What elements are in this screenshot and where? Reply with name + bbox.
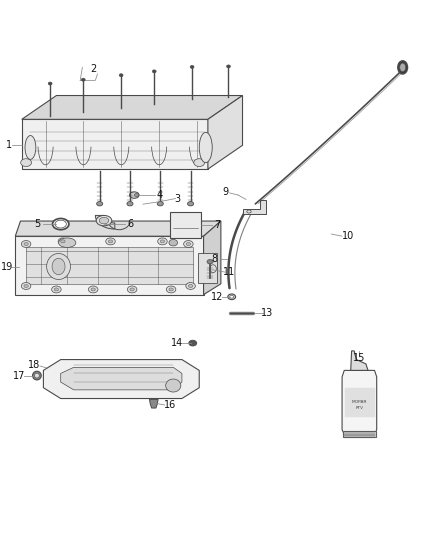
Ellipse shape [190,66,194,68]
Bar [343,431,376,438]
Text: 10: 10 [342,231,354,241]
Text: 2: 2 [90,64,96,74]
Bar [343,431,376,438]
Ellipse shape [166,379,181,392]
Ellipse shape [25,135,36,159]
Text: 13: 13 [261,308,273,318]
Text: 8: 8 [211,254,217,264]
Text: 19: 19 [1,262,14,271]
Ellipse shape [184,240,193,247]
Ellipse shape [130,288,134,291]
Text: 17: 17 [13,370,25,381]
Text: 15: 15 [353,353,366,364]
FancyBboxPatch shape [198,253,217,282]
Ellipse shape [24,243,28,246]
Ellipse shape [226,65,230,68]
Ellipse shape [399,63,406,72]
Ellipse shape [188,285,193,287]
Ellipse shape [55,220,66,228]
Polygon shape [26,247,193,284]
Ellipse shape [134,193,139,197]
Bar [345,387,374,416]
Polygon shape [22,119,208,169]
Ellipse shape [199,132,212,163]
Text: 16: 16 [164,400,176,410]
Polygon shape [204,221,221,295]
Ellipse shape [166,286,176,293]
Ellipse shape [48,82,52,85]
Ellipse shape [187,201,194,206]
Polygon shape [342,370,377,438]
Ellipse shape [99,217,109,224]
Text: 18: 18 [28,360,40,370]
Ellipse shape [398,61,407,74]
Ellipse shape [189,340,197,346]
Text: 9: 9 [222,187,228,197]
Polygon shape [149,399,158,408]
Text: 4: 4 [156,190,162,200]
Ellipse shape [52,259,65,274]
Ellipse shape [59,238,76,247]
Polygon shape [61,367,182,390]
Ellipse shape [61,240,65,243]
Text: 3: 3 [174,193,180,204]
Ellipse shape [186,282,195,289]
Ellipse shape [152,70,156,73]
Ellipse shape [21,240,31,247]
Ellipse shape [106,238,115,245]
Ellipse shape [52,286,61,293]
Ellipse shape [228,294,236,300]
Polygon shape [15,236,204,295]
Text: 12: 12 [211,292,224,302]
Text: MOPAR: MOPAR [352,400,367,404]
Ellipse shape [21,159,32,166]
Text: RTV: RTV [355,406,364,410]
Text: 6: 6 [127,219,133,229]
Ellipse shape [53,219,69,230]
Text: 7: 7 [214,220,221,230]
Polygon shape [15,221,221,236]
Ellipse shape [119,74,123,77]
Polygon shape [208,95,243,169]
Ellipse shape [58,238,67,245]
Ellipse shape [186,243,191,246]
Ellipse shape [24,285,28,287]
Ellipse shape [21,282,31,289]
Text: 14: 14 [170,338,183,348]
Polygon shape [22,95,243,119]
Polygon shape [43,360,199,399]
Ellipse shape [32,372,41,380]
Ellipse shape [91,288,95,291]
Polygon shape [243,200,266,214]
Ellipse shape [108,240,113,243]
Text: 1: 1 [6,140,12,150]
Ellipse shape [54,288,59,291]
Polygon shape [95,215,115,229]
Ellipse shape [207,260,213,264]
Ellipse shape [194,159,205,166]
Text: 5: 5 [34,219,40,229]
Ellipse shape [130,192,139,198]
Text: 11: 11 [223,267,236,277]
Ellipse shape [81,78,85,81]
Ellipse shape [158,238,167,245]
Ellipse shape [47,254,71,279]
Ellipse shape [127,286,137,293]
Ellipse shape [88,286,98,293]
Polygon shape [351,351,368,370]
FancyBboxPatch shape [170,212,201,238]
Ellipse shape [160,240,165,243]
Ellipse shape [157,201,163,206]
Ellipse shape [169,239,177,246]
Ellipse shape [127,201,133,206]
Ellipse shape [35,373,39,378]
Ellipse shape [169,288,173,291]
Ellipse shape [230,295,233,298]
Ellipse shape [96,215,112,226]
Ellipse shape [97,201,102,206]
